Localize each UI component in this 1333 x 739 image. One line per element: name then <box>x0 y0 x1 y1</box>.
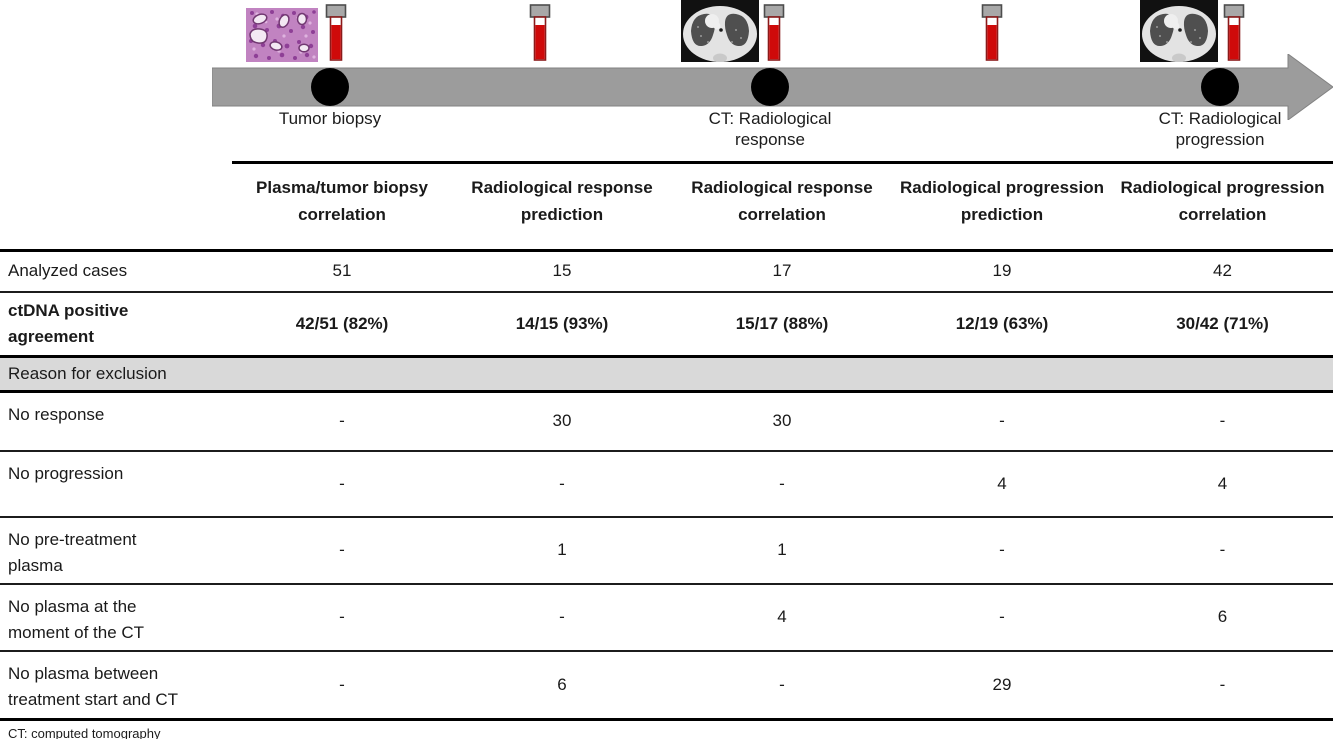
event-label-ct-response: CT: Radiological response <box>708 109 832 149</box>
cell-value: 4 <box>672 583 892 652</box>
column-header: Radiological progression prediction <box>892 161 1112 251</box>
event-label-tumor-biopsy: Tumor biopsy <box>278 109 382 128</box>
row-label: No plasma at the moment of the CT <box>0 583 232 652</box>
cell-value: - <box>1112 391 1333 452</box>
cell-value: 15 <box>452 249 672 293</box>
table-row-no-plasma-between: No plasma between treatment start and CT… <box>0 650 1333 721</box>
column-header: Radiological progression correlation <box>1112 161 1333 251</box>
cell-value: 17 <box>672 249 892 293</box>
row-label: Analyzed cases <box>0 249 232 293</box>
cell-value: 12/19 (63%) <box>892 291 1112 358</box>
cell-value: - <box>1112 650 1333 721</box>
cell-value: 4 <box>892 450 1112 518</box>
table-row-no-pretreatment-plasma: No pre-treatment plasma - 1 1 - - <box>0 516 1333 585</box>
cell-value: 30 <box>672 391 892 452</box>
column-header: Plasma/tumor biopsy correlation <box>232 161 452 251</box>
column-header: Radiological response correlation <box>672 161 892 251</box>
tumor-biopsy-histology-icon <box>246 8 318 62</box>
cell-value: - <box>232 450 452 518</box>
event-marker-dot <box>311 68 349 106</box>
cell-value: - <box>892 583 1112 652</box>
row-label: No plasma between treatment start and CT <box>0 650 232 721</box>
event-marker-dot <box>1201 68 1239 106</box>
cell-value: 42/51 (82%) <box>232 291 452 358</box>
table-row-no-progression: No progression - - - 4 4 <box>0 450 1333 518</box>
results-table: Plasma/tumor biopsy correlation Radiolog… <box>0 161 1333 721</box>
table-row-no-response: No response - 30 30 - - <box>0 391 1333 452</box>
table-row-ctdna-agreement: ctDNA positive agreement 42/51 (82%) 14/… <box>0 291 1333 358</box>
cell-value: - <box>232 650 452 721</box>
table-row-no-plasma-at-ct: No plasma at the moment of the CT - - 4 … <box>0 583 1333 652</box>
row-label: No response <box>0 391 232 452</box>
row-label: ctDNA positive agreement <box>0 291 232 358</box>
column-header: Radiological response prediction <box>452 161 672 251</box>
cell-value: 14/15 (93%) <box>452 291 672 358</box>
blood-sample-tube-icon <box>763 4 785 61</box>
corner-cell <box>0 163 232 251</box>
cell-value: 1 <box>672 516 892 585</box>
blood-sample-tube-icon <box>325 4 347 61</box>
cell-value: 4 <box>1112 450 1333 518</box>
ct-scan-icon <box>1140 0 1218 62</box>
section-header-row: Reason for exclusion <box>0 356 1333 393</box>
cell-value: - <box>232 516 452 585</box>
cell-value: 51 <box>232 249 452 293</box>
ct-scan-icon <box>681 0 759 62</box>
cell-value: 42 <box>1112 249 1333 293</box>
cell-value: 1 <box>452 516 672 585</box>
blood-sample-tube-icon <box>1223 4 1245 61</box>
cell-value: - <box>1112 516 1333 585</box>
event-label-ct-progression: CT: Radiological progression <box>1158 109 1282 149</box>
row-label: No pre-treatment plasma <box>0 516 232 585</box>
cell-value: 30 <box>452 391 672 452</box>
cell-value: - <box>452 583 672 652</box>
section-header-label: Reason for exclusion <box>0 356 1333 393</box>
cell-value: - <box>672 450 892 518</box>
header-row: Plasma/tumor biopsy correlation Radiolog… <box>0 161 1333 251</box>
footnote-ct-abbreviation: CT: computed tomography <box>8 726 161 739</box>
cell-value: 29 <box>892 650 1112 721</box>
cell-value: - <box>892 516 1112 585</box>
table-row-analyzed-cases: Analyzed cases 51 15 17 19 42 <box>0 249 1333 293</box>
row-label: No progression <box>0 450 232 518</box>
blood-sample-tube-icon <box>981 4 1003 61</box>
blood-sample-tube-icon <box>529 4 551 61</box>
cell-value: 19 <box>892 249 1112 293</box>
cell-value: 6 <box>452 650 672 721</box>
cell-value: 30/42 (71%) <box>1112 291 1333 358</box>
cell-value: - <box>892 391 1112 452</box>
cell-value: 15/17 (88%) <box>672 291 892 358</box>
cell-value: - <box>452 450 672 518</box>
cell-value: 6 <box>1112 583 1333 652</box>
cell-value: - <box>672 650 892 721</box>
cell-value: - <box>232 583 452 652</box>
event-marker-dot <box>751 68 789 106</box>
cell-value: - <box>232 391 452 452</box>
treatment-timeline: Tumor biopsy CT: Radiological response C… <box>0 0 1333 161</box>
